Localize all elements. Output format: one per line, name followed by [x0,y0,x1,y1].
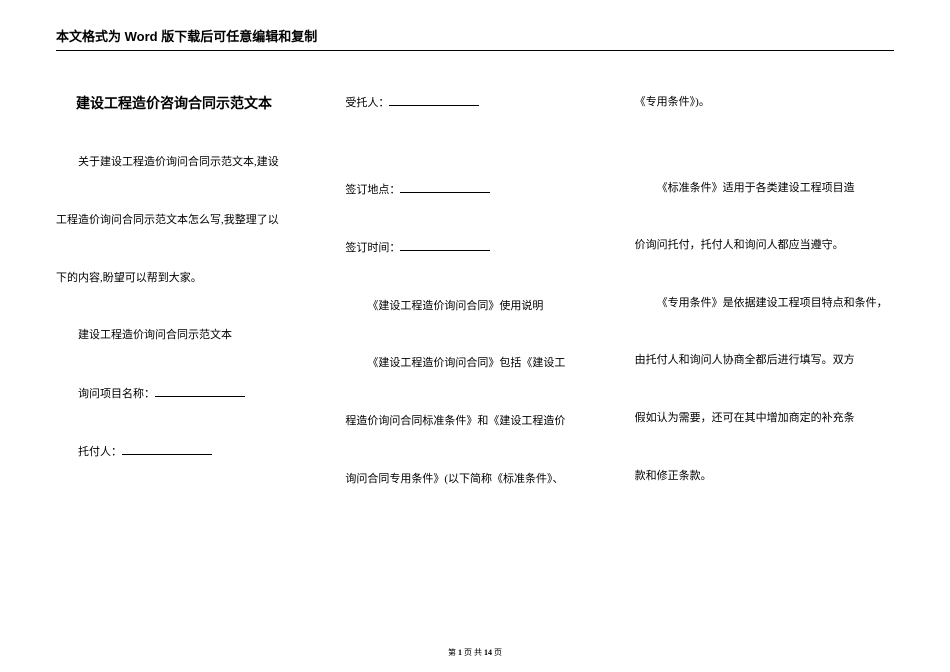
project-name-underline [155,385,245,397]
trustee-field: 受托人： [345,94,604,113]
trustee-label: 受托人： [345,97,389,109]
page-header: 本文格式为 Word 版下载后可任意编辑和复制 [56,26,894,51]
page-footer: 第 1 页 共 14 页 [0,647,950,658]
col1-p2: 工程造价询问合同示范文本怎么写,我整理了以 [56,212,315,230]
col2-p4: 《建设工程造价询问合同》使用说明 [345,298,604,316]
client-field: 托付人： [56,443,315,462]
content-columns: 建设工程造价咨询合同示范文本 关于建设工程造价询问合同示范文本,建设 工程造价询… [56,72,894,632]
col2-p7: 询问合同专用条件》(以下简称《标准条件》、 [345,471,604,489]
col3-p4: 《专用条件》是依据建设工程项目特点和条件， [635,295,894,313]
footer-total: 14 [484,648,492,657]
project-name-label: 询问项目名称： [78,388,155,400]
project-name-field: 询问项目名称： [56,385,315,404]
client-label: 托付人： [78,446,122,458]
col3-p2: 《标准条件》适用于各类建设工程项目造 [635,180,894,198]
sign-time-field: 签订时间： [345,239,604,258]
header-note: 本文格式为 Word 版下载后可任意编辑和复制 [56,29,317,44]
col3-p1: 《专用条件》)。 [635,94,894,112]
footer-prefix: 第 [448,648,458,657]
col3-p7: 款和修正条款。 [635,468,894,486]
column-3: 《专用条件》)。 《标准条件》适用于各类建设工程项目造 价询问托付，托付人和询问… [635,72,894,632]
column-2: 受托人： 签订地点： 签订时间： 《建设工程造价询问合同》使用说明 《建设工程造… [345,72,604,632]
col2-p6: 程造价询问合同标准条件》和《建设工程造价 [345,413,604,431]
client-underline [122,443,212,455]
col3-p3: 价询问托付，托付人和询问人都应当遵守。 [635,237,894,255]
col3-p5: 由托付人和询问人协商全都后进行填写。双方 [635,352,894,370]
document-title: 建设工程造价咨询合同示范文本 [56,92,315,114]
sign-time-underline [400,239,490,251]
trustee-underline [389,94,479,106]
sign-place-label: 签订地点： [345,184,400,196]
footer-suffix: 页 [492,648,502,657]
col1-p3: 下的内容,盼望可以帮到大家。 [56,270,315,288]
col1-p4: 建设工程造价询问合同示范文本 [56,327,315,345]
sign-time-label: 签订时间： [345,242,400,254]
col3-p6: 假如认为需要，还可在其中增加商定的补充条 [635,410,894,428]
col1-p1: 关于建设工程造价询问合同示范文本,建设 [56,154,315,172]
column-1: 建设工程造价咨询合同示范文本 关于建设工程造价询问合同示范文本,建设 工程造价询… [56,72,315,632]
sign-place-underline [400,181,490,193]
col2-p5: 《建设工程造价询问合同》包括《建设工 [345,355,604,373]
footer-mid: 页 共 [462,648,484,657]
sign-place-field: 签订地点： [345,181,604,200]
